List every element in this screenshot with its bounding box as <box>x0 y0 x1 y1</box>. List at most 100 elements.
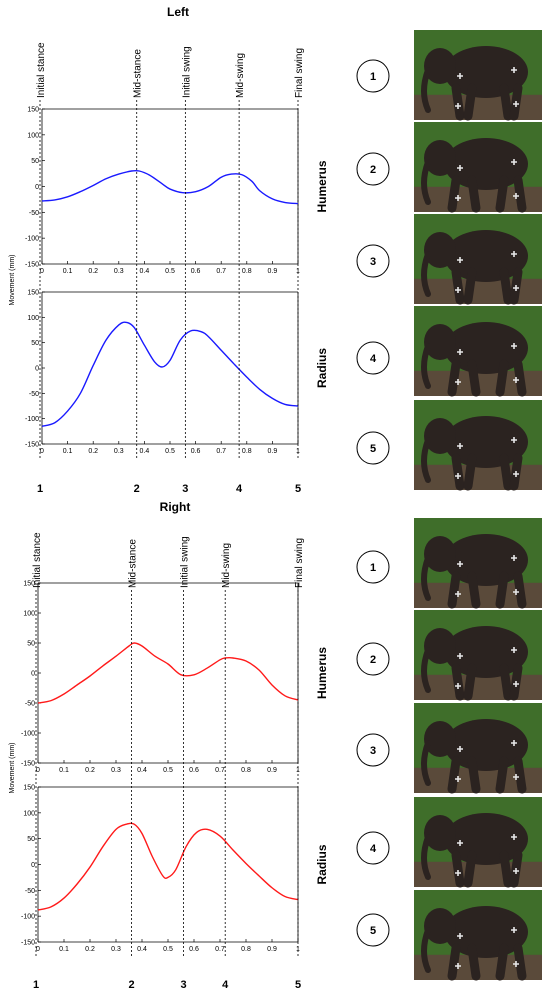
marker-cross <box>513 471 519 477</box>
title-right: Right <box>160 500 191 514</box>
marker-cross <box>455 473 461 479</box>
y-tick-label: -150 <box>25 262 39 269</box>
marker-cross <box>455 963 461 969</box>
y-tick-label: 100 <box>23 611 35 618</box>
elephant-photo <box>414 122 542 213</box>
y-tick-label: -150 <box>21 940 35 947</box>
x-tick-label: 0.1 <box>63 268 73 275</box>
elephant-leg <box>499 453 513 491</box>
x-tick-label: 0.1 <box>59 946 69 953</box>
y-tick-label: -50 <box>25 888 35 895</box>
elephant-leg <box>467 943 481 981</box>
marker-cross <box>455 776 461 782</box>
y-tick-label: 0 <box>31 671 35 678</box>
marker-cross <box>457 933 463 939</box>
photo-ground <box>414 861 542 887</box>
y-tick-label: 100 <box>27 132 39 139</box>
elephant-leg <box>447 359 461 397</box>
phase-label: Final swing <box>294 538 305 588</box>
x-tick-label: 0.4 <box>137 767 147 774</box>
marker-cross <box>511 555 517 561</box>
y-tick-label: 50 <box>27 836 35 843</box>
side-label-right-radius: Radius <box>315 844 329 884</box>
photo-ground <box>414 94 542 120</box>
elephant-leg <box>451 267 465 305</box>
y-tick-label: -100 <box>21 731 35 738</box>
marker-cross <box>513 285 519 291</box>
elephant-photo <box>414 214 542 305</box>
marker-cross <box>511 927 517 933</box>
marker-cross <box>511 67 517 73</box>
elephant-leg <box>467 175 481 213</box>
x-tick-label: 0.7 <box>215 767 225 774</box>
photo-ground <box>414 464 542 490</box>
elephant-head <box>424 815 456 851</box>
elephant-photo <box>414 890 542 981</box>
elephant-trunk <box>421 343 431 389</box>
phase-number: 3 <box>182 483 188 495</box>
marker-cross <box>455 870 461 876</box>
step-circle <box>356 913 390 947</box>
x-tick-label: 0.7 <box>215 946 225 953</box>
marker-cross <box>511 740 517 746</box>
step-circle-label: 1 <box>370 71 376 83</box>
x-tick-label: 0.2 <box>88 268 98 275</box>
elephant-head <box>424 628 456 664</box>
x-tick-label: 0.4 <box>137 946 147 953</box>
x-tick-label: 0.3 <box>111 946 121 953</box>
elephant-head <box>424 721 456 757</box>
y-tick-label: 150 <box>23 785 35 792</box>
phase-label: Initial stance <box>32 532 43 588</box>
y-tick-label: -100 <box>25 236 39 243</box>
marker-cross <box>513 101 519 107</box>
elephant-photo <box>414 30 542 121</box>
elephant-leg <box>447 571 461 609</box>
phase-label: Mid-swing <box>235 53 246 98</box>
y-tick-label: -50 <box>25 701 35 708</box>
y-tick-label: 50 <box>31 340 39 347</box>
x-tick-label: 0.7 <box>216 268 226 275</box>
side-label-right-humerus: Humerus <box>315 647 329 699</box>
elephant-head <box>424 418 456 454</box>
x-tick-label: 0.9 <box>267 767 277 774</box>
elephant-leg <box>467 359 481 397</box>
y-tick-label: 50 <box>27 641 35 648</box>
side-label-left-radius: Radius <box>315 348 329 388</box>
elephant-photo <box>414 518 542 609</box>
series-line-left-humerus <box>41 169 299 205</box>
elephant-leg <box>467 571 481 609</box>
x-tick-label: 0 <box>36 946 40 953</box>
step-circle-label: 3 <box>370 256 376 268</box>
x-tick-label: 0.9 <box>268 448 278 455</box>
step-circle <box>356 550 390 584</box>
x-tick-label: 0.2 <box>88 448 98 455</box>
side-label-left-humerus: Humerus <box>315 160 329 212</box>
elephant-leg <box>463 83 477 121</box>
x-tick-label: 0.6 <box>191 268 201 275</box>
x-tick-label: 0.8 <box>242 448 252 455</box>
x-tick-label: 0 <box>40 448 44 455</box>
x-tick-label: 0.6 <box>189 767 199 774</box>
elephant-leg <box>451 663 465 701</box>
elephant-leg <box>447 175 461 213</box>
elephant-photo <box>414 400 542 491</box>
marker-cross <box>513 681 519 687</box>
elephant-leg <box>463 850 477 888</box>
phase-label: Mid-stance <box>128 539 139 588</box>
marker-cross <box>513 868 519 874</box>
phase-label: Initial stance <box>36 42 47 98</box>
x-tick-label: 1 <box>296 448 300 455</box>
x-tick-label: 0.6 <box>191 448 201 455</box>
elephant-trunk <box>421 834 431 880</box>
elephant-leg <box>513 756 527 794</box>
x-tick-label: 0.7 <box>216 448 226 455</box>
title-left: Left <box>167 5 189 19</box>
step-circle-label: 4 <box>370 843 377 855</box>
step-circle <box>356 831 390 865</box>
elephant-trunk <box>421 159 431 205</box>
elephant-leg <box>495 571 509 609</box>
y-tick-label: 0 <box>31 862 35 869</box>
